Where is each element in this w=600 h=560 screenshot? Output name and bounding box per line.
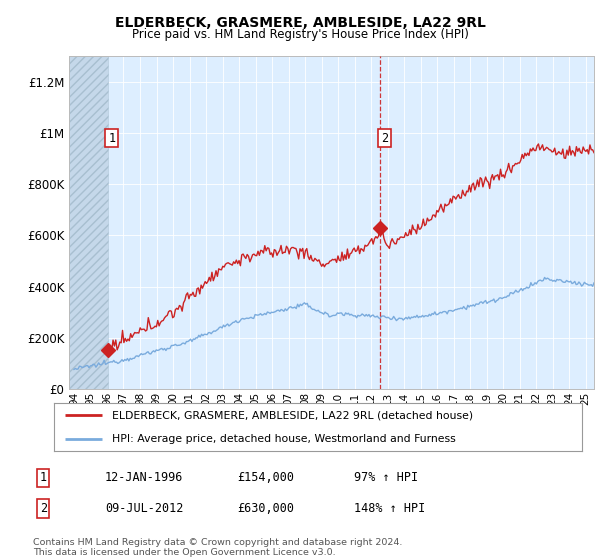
Text: Contains HM Land Registry data © Crown copyright and database right 2024.
This d: Contains HM Land Registry data © Crown c… (33, 538, 403, 557)
Text: £630,000: £630,000 (237, 502, 294, 515)
Text: 1: 1 (109, 132, 115, 144)
Text: HPI: Average price, detached house, Westmorland and Furness: HPI: Average price, detached house, West… (112, 435, 456, 445)
Text: 148% ↑ HPI: 148% ↑ HPI (354, 502, 425, 515)
Text: ELDERBECK, GRASMERE, AMBLESIDE, LA22 9RL (detached house): ELDERBECK, GRASMERE, AMBLESIDE, LA22 9RL… (112, 410, 473, 421)
Bar (69, 56, 107, 389)
Text: ELDERBECK, GRASMERE, AMBLESIDE, LA22 9RL: ELDERBECK, GRASMERE, AMBLESIDE, LA22 9RL (115, 16, 485, 30)
Text: 97% ↑ HPI: 97% ↑ HPI (354, 471, 418, 484)
Bar (69, 56, 107, 389)
Text: Price paid vs. HM Land Registry's House Price Index (HPI): Price paid vs. HM Land Registry's House … (131, 28, 469, 41)
Text: £154,000: £154,000 (237, 471, 294, 484)
Text: 12-JAN-1996: 12-JAN-1996 (105, 471, 184, 484)
Text: 2: 2 (381, 132, 388, 144)
Text: 09-JUL-2012: 09-JUL-2012 (105, 502, 184, 515)
Text: 1: 1 (40, 471, 47, 484)
Text: 2: 2 (40, 502, 47, 515)
